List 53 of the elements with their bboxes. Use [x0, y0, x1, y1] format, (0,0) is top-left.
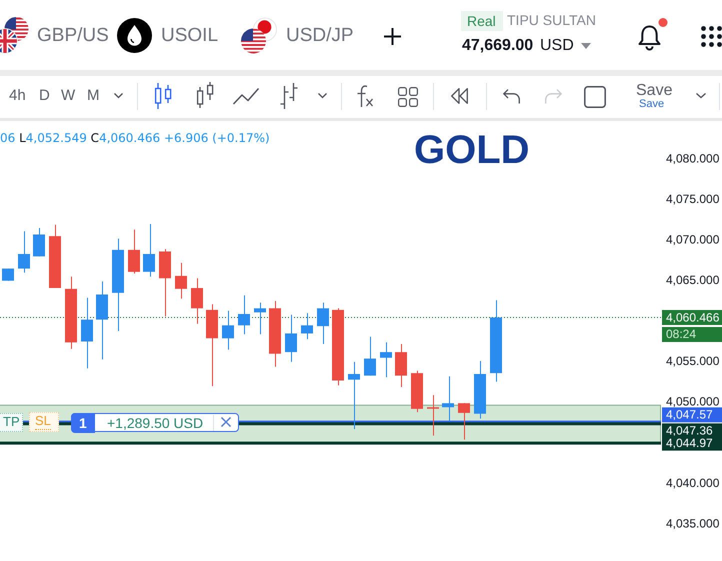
text: Real: [467, 13, 496, 29]
candlestick: [175, 262, 187, 300]
text: USD/JP: [286, 25, 354, 47]
ref-line-label: 4,047.36: [666, 424, 714, 438]
annotation: 1: [79, 415, 87, 431]
y-tick-label: 4,050.000: [666, 394, 720, 409]
text: M: [87, 87, 100, 105]
y-tick-label: 4,035.000: [666, 516, 720, 530]
text: Save: [639, 98, 664, 110]
candlestick: [238, 294, 250, 335]
candlestick: [285, 314, 297, 362]
candlestick: [458, 402, 470, 440]
annotation: TP: [3, 414, 20, 430]
y-tick-label: 4,070.000: [666, 232, 720, 247]
text: 47,669.00: [462, 37, 534, 55]
annotation: 06 L4,052.549 C4,060.466 +6.906 (+0.17%): [0, 131, 270, 145]
text: W: [61, 87, 76, 105]
text: TIPU SULTAN: [507, 12, 596, 28]
candlestick: [81, 297, 93, 369]
text: USOIL: [161, 25, 218, 47]
candlestick: [395, 343, 407, 388]
candlestick: [254, 302, 266, 335]
y-tick-label: 4,055.000: [666, 354, 720, 368]
candlestick: [2, 268, 14, 282]
candlestick: [301, 312, 313, 340]
ref-line-label: 4,047.57: [666, 408, 714, 422]
text: 08:24: [666, 327, 696, 341]
candlestick: [364, 336, 376, 376]
text: USD: [540, 37, 574, 55]
candlestick: [380, 342, 392, 378]
candlestick: [317, 302, 329, 344]
ref-line-label: 4,044.97: [666, 436, 714, 450]
annotation: SL: [35, 413, 51, 430]
y-tick-label: 4,065.000: [666, 273, 720, 288]
candlestick: [33, 228, 45, 257]
candlestick: [143, 223, 155, 278]
chart-title: GOLD: [414, 128, 530, 172]
y-tick-label: 4,040.000: [666, 476, 720, 490]
annotation: +1,289.50 USD: [107, 415, 204, 431]
candlestick: [442, 376, 454, 422]
ref-line-label: 4,060.466: [666, 310, 720, 324]
y-tick-label: 4,075.000: [666, 192, 720, 206]
text: Save: [636, 82, 672, 99]
candlestick: [348, 361, 360, 430]
candlestick: [128, 229, 140, 274]
text: D: [39, 87, 50, 105]
text: 4h: [9, 87, 26, 105]
candlestick: [222, 310, 234, 350]
candlestick: [427, 394, 439, 436]
candlestick: [18, 230, 30, 274]
y-tick-label: 4,080.000: [666, 151, 720, 166]
text: GBP/US: [37, 25, 109, 47]
candlestick: [191, 278, 203, 324]
